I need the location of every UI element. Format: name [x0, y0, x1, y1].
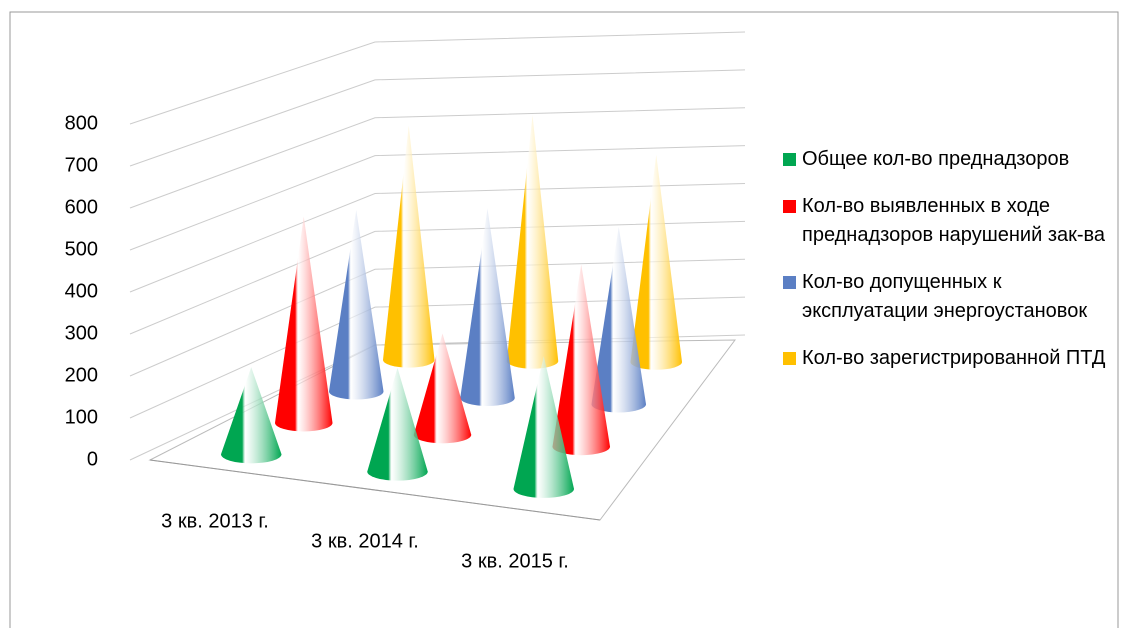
cone-body	[413, 333, 472, 444]
cone	[221, 367, 282, 464]
legend-swatch	[783, 200, 796, 213]
cone	[275, 216, 333, 432]
y-tick-label: 800	[65, 112, 98, 134]
cone-body	[367, 367, 428, 481]
cone-body	[630, 154, 682, 370]
legend-swatch	[783, 276, 796, 289]
y-tick-label: 700	[65, 154, 98, 176]
legend-swatch	[783, 352, 796, 365]
axis	[149, 459, 601, 521]
cone	[591, 226, 646, 413]
cone	[329, 210, 384, 400]
legend-swatch	[783, 153, 796, 166]
legend-label: Кол-во зарегистрированной ПТД	[802, 347, 1106, 369]
grid-line	[129, 145, 746, 251]
y-tick-label: 200	[65, 364, 98, 386]
legend-label: Кол-во допущенных к эксплуатации энергоу…	[802, 271, 1088, 322]
cone-body	[329, 210, 384, 400]
legend-item: Кол-во выявленных в ходе преднадзоров на…	[783, 192, 1123, 250]
cone-body	[506, 115, 559, 369]
cone	[460, 208, 515, 406]
cone	[552, 264, 610, 456]
legend-item: Кол-во зарегистрированной ПТД	[783, 344, 1123, 373]
cone-body	[552, 264, 610, 456]
x-tick-label: 3 кв. 2014 г.	[311, 530, 419, 552]
legend-label: Кол-во выявленных в ходе преднадзоров на…	[802, 195, 1106, 246]
y-tick-label: 0	[87, 448, 98, 470]
cone-body	[275, 216, 333, 432]
cone	[630, 154, 682, 370]
cone-body	[221, 367, 282, 464]
y-tick-label: 500	[65, 238, 98, 260]
y-tick-label: 100	[65, 406, 98, 428]
y-tick-label: 400	[65, 280, 98, 302]
x-tick-label: 3 кв. 2015 г.	[461, 550, 569, 572]
x-tick-label: 3 кв. 2013 г.	[161, 510, 269, 532]
grid-line	[129, 69, 746, 167]
cone-body	[513, 356, 574, 498]
y-tick-label: 300	[65, 322, 98, 344]
cone	[413, 333, 472, 444]
cone	[367, 367, 428, 481]
cone	[506, 115, 559, 369]
cone-body	[591, 226, 646, 413]
legend: Общее кол-во преднадзоров Кол-во выявленн…	[783, 145, 1123, 391]
cone-body	[383, 125, 435, 368]
grid-line	[129, 107, 746, 209]
frame	[9, 11, 1119, 628]
cone	[513, 356, 574, 498]
legend-item: Общее кол-во преднадзоров	[783, 145, 1123, 174]
grid-line	[129, 183, 746, 293]
legend-label: Общее кол-во преднадзоров	[802, 148, 1070, 170]
cone-body	[460, 208, 515, 406]
cone	[383, 125, 435, 368]
legend-item: Кол-во допущенных к эксплуатации энергоу…	[783, 268, 1123, 326]
grid-line	[129, 220, 746, 335]
grid-line	[129, 31, 746, 125]
y-tick-label: 600	[65, 196, 98, 218]
